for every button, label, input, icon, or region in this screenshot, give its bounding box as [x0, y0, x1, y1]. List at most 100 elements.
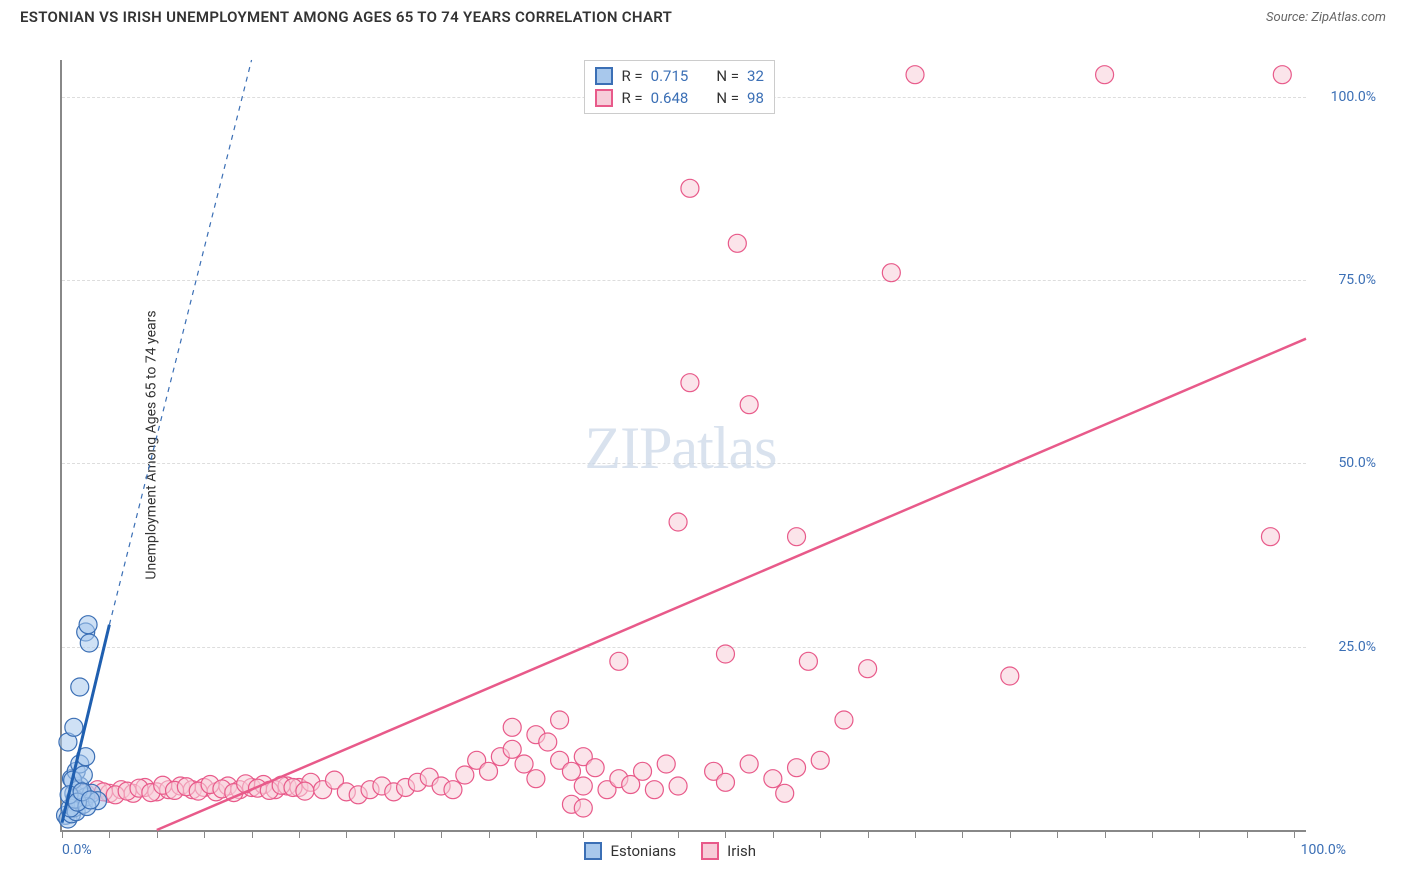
x-tick — [299, 830, 300, 838]
scatter-point-irish — [1273, 66, 1291, 84]
x-tick-label-max: 100.0% — [1301, 842, 1346, 858]
legend-label-irish: Irish — [727, 842, 756, 860]
scatter-point-irish — [728, 234, 746, 252]
scatter-point-irish — [515, 755, 533, 773]
x-tick — [1057, 830, 1058, 838]
scatter-point-irish — [788, 759, 806, 777]
scatter-point-irish — [527, 770, 545, 788]
scatter-point-irish — [574, 777, 592, 795]
x-tick — [678, 830, 679, 838]
x-tick — [109, 830, 110, 838]
x-tick — [252, 830, 253, 838]
x-tick — [346, 830, 347, 838]
legend-item-estonians: Estonians — [584, 842, 676, 860]
scatter-point-irish — [503, 718, 521, 736]
x-tick — [489, 830, 490, 838]
x-tick — [1199, 830, 1200, 838]
chart-source: Source: ZipAtlas.com — [1266, 10, 1386, 25]
x-tick — [441, 830, 442, 838]
scatter-point-irish — [634, 762, 652, 780]
x-tick — [536, 830, 537, 838]
scatter-point-irish — [681, 374, 699, 392]
scatter-point-irish — [811, 751, 829, 769]
x-tick — [1010, 830, 1011, 838]
scatter-point-estonians — [79, 616, 97, 634]
chart-title: ESTONIAN VS IRISH UNEMPLOYMENT AMONG AGE… — [20, 8, 672, 26]
scatter-point-irish — [610, 652, 628, 670]
scatter-point-irish — [296, 782, 314, 800]
scatter-point-irish — [503, 740, 521, 758]
scatter-point-irish — [859, 660, 877, 678]
scatter-point-irish — [574, 799, 592, 817]
y-tick-label: 25.0% — [1338, 639, 1376, 655]
legend-series: Estonians Irish — [584, 842, 756, 860]
scatter-point-estonians — [71, 678, 89, 696]
scatter-point-irish — [1096, 66, 1114, 84]
legend-row-irish: R = 0.648 N = 98 — [595, 87, 763, 109]
chart-container: Unemployment Among Ages 65 to 74 years 2… — [60, 40, 1386, 852]
x-tick — [157, 830, 158, 838]
scatter-point-irish — [799, 652, 817, 670]
scatter-point-irish — [562, 762, 580, 780]
scatter-point-irish — [1261, 528, 1279, 546]
legend-correlation-box: R = 0.715 N = 32 R = 0.648 N = 98 — [584, 60, 774, 114]
scatter-point-irish — [444, 781, 462, 799]
x-tick — [1152, 830, 1153, 838]
y-tick-label: 100.0% — [1331, 89, 1376, 105]
x-tick — [62, 830, 63, 838]
x-tick — [725, 830, 726, 838]
scatter-point-irish — [669, 777, 687, 795]
y-tick-label: 75.0% — [1338, 272, 1376, 288]
scatter-point-irish — [740, 755, 758, 773]
scatter-point-estonians — [81, 791, 99, 809]
legend-row-estonians: R = 0.715 N = 32 — [595, 65, 763, 87]
chart-header: ESTONIAN VS IRISH UNEMPLOYMENT AMONG AGE… — [0, 0, 1406, 30]
scatter-point-irish — [882, 264, 900, 282]
x-tick — [820, 830, 821, 838]
x-tick — [868, 830, 869, 838]
scatter-point-irish — [776, 784, 794, 802]
scatter-point-estonians — [80, 634, 98, 652]
scatter-point-irish — [539, 733, 557, 751]
swatch-irish — [595, 89, 613, 107]
trend-line-irish — [157, 339, 1306, 830]
scatter-point-irish — [788, 528, 806, 546]
scatter-point-irish — [740, 396, 758, 414]
x-tick — [1105, 830, 1106, 838]
legend-item-irish: Irish — [701, 842, 756, 860]
plot-svg — [62, 60, 1306, 830]
y-tick-label: 50.0% — [1338, 455, 1376, 471]
x-tick-label-min: 0.0% — [62, 842, 92, 858]
swatch-estonians — [595, 67, 613, 85]
x-tick — [962, 830, 963, 838]
scatter-point-irish — [657, 755, 675, 773]
scatter-point-irish — [480, 762, 498, 780]
scatter-point-estonians — [74, 766, 92, 784]
legend-label-estonians: Estonians — [610, 842, 676, 860]
scatter-point-irish — [681, 179, 699, 197]
scatter-point-irish — [716, 773, 734, 791]
trend-line-dashed-estonians — [109, 60, 251, 625]
scatter-point-irish — [551, 711, 569, 729]
x-tick — [915, 830, 916, 838]
legend-swatch-estonians — [584, 842, 602, 860]
scatter-point-irish — [716, 645, 734, 663]
x-tick — [1294, 830, 1295, 838]
x-tick — [583, 830, 584, 838]
scatter-point-estonians — [65, 718, 83, 736]
scatter-point-irish — [645, 781, 663, 799]
scatter-point-irish — [586, 759, 604, 777]
plot-area: Unemployment Among Ages 65 to 74 years 2… — [60, 60, 1306, 832]
x-tick — [1247, 830, 1248, 838]
scatter-point-irish — [906, 66, 924, 84]
legend-swatch-irish — [701, 842, 719, 860]
scatter-point-irish — [764, 770, 782, 788]
x-tick — [394, 830, 395, 838]
x-tick — [204, 830, 205, 838]
scatter-point-irish — [835, 711, 853, 729]
scatter-point-irish — [1001, 667, 1019, 685]
x-tick — [631, 830, 632, 838]
x-tick — [773, 830, 774, 838]
scatter-point-irish — [669, 513, 687, 531]
scatter-point-irish — [456, 766, 474, 784]
